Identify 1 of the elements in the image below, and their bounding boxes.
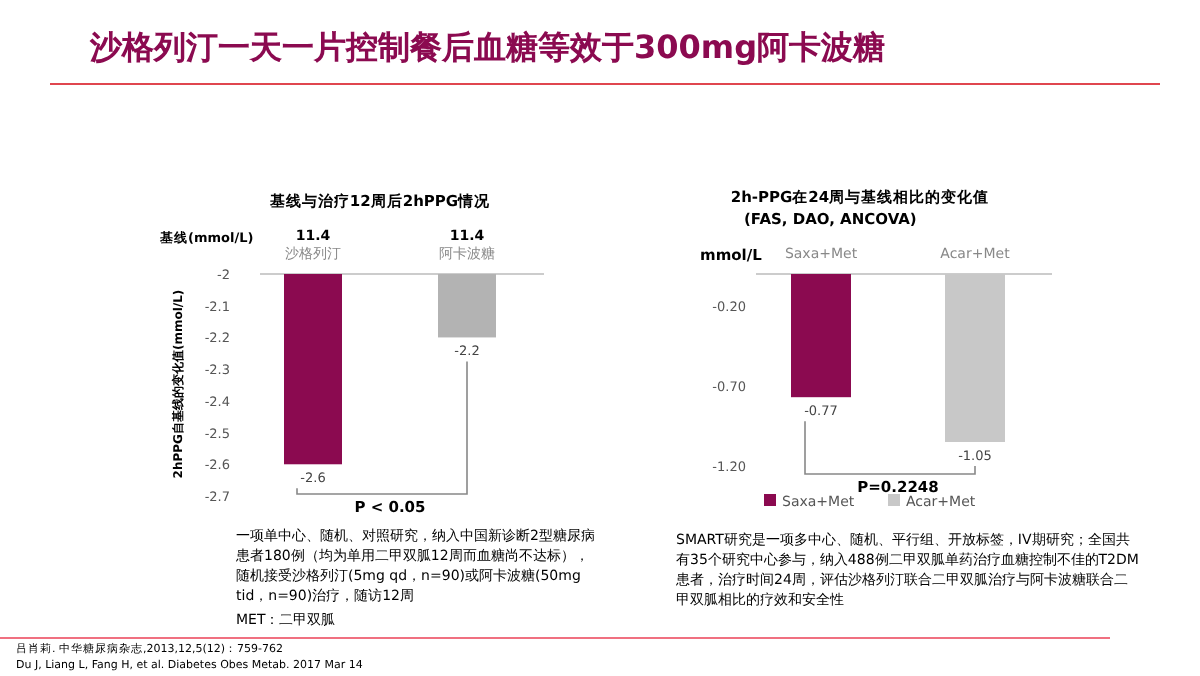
text: 沙格列汀一天一片控制餐后血糖等效于300mg阿卡波糖 (88, 28, 886, 66)
